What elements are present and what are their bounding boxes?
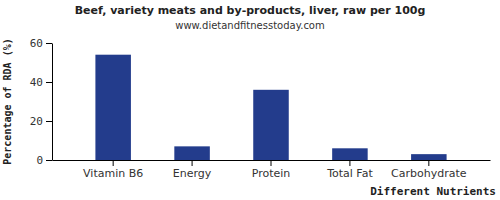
tick: Protein [252,160,291,180]
tick-mark [192,160,193,166]
x-axis: Vitamin B6 Energy Protein Total Fat Carbohyd… [53,160,491,180]
tick-label: 60 [30,37,43,50]
tick-mark [46,121,52,122]
tick: Vitamin B6 [83,160,143,180]
tick-label: Vitamin B6 [83,167,143,180]
tick-label: Protein [252,167,291,180]
bar [95,55,131,160]
tick: Carbohydrate [391,160,467,180]
bar [332,148,368,160]
bar [174,146,210,160]
tick: 40 [30,76,52,89]
tick-mark [46,160,52,161]
tick-label: Total Fat [326,167,373,180]
bar [411,154,447,160]
bar [253,90,289,160]
tick-label: 0 [36,154,43,167]
tick-mark [46,43,52,44]
tick: Energy [173,160,212,180]
title: Beef, variety meats and by-products, liv… [75,4,426,17]
tick-mark [271,160,272,166]
tick-label: 40 [30,76,43,89]
tick-label: 20 [30,115,43,128]
chart: 0 20 40 60 Vitamin B6 Energy Protein Total Fat C… [0,0,500,200]
tick-mark [46,82,52,83]
y-axis-title: Percentage of RDA (%) [2,38,13,164]
tick-label: Carbohydrate [391,167,467,180]
tick-label: Energy [173,167,212,180]
tick: Total Fat [326,160,373,180]
bars [95,55,446,160]
tick-mark [349,160,350,166]
axis-line [52,44,53,161]
x-axis-title: Different Nutrients [370,185,496,198]
y-axis: 0 20 40 60 [30,37,53,167]
tick-mark [113,160,114,166]
plot: 0 20 40 60 Vitamin B6 Energy Protein Total Fat C… [30,37,491,180]
tick: 60 [30,37,52,50]
tick-mark [428,160,429,166]
tick: 20 [30,115,52,128]
tick: 0 [36,154,52,167]
subtitle: www.dietandfitnesstoday.com [175,20,324,31]
